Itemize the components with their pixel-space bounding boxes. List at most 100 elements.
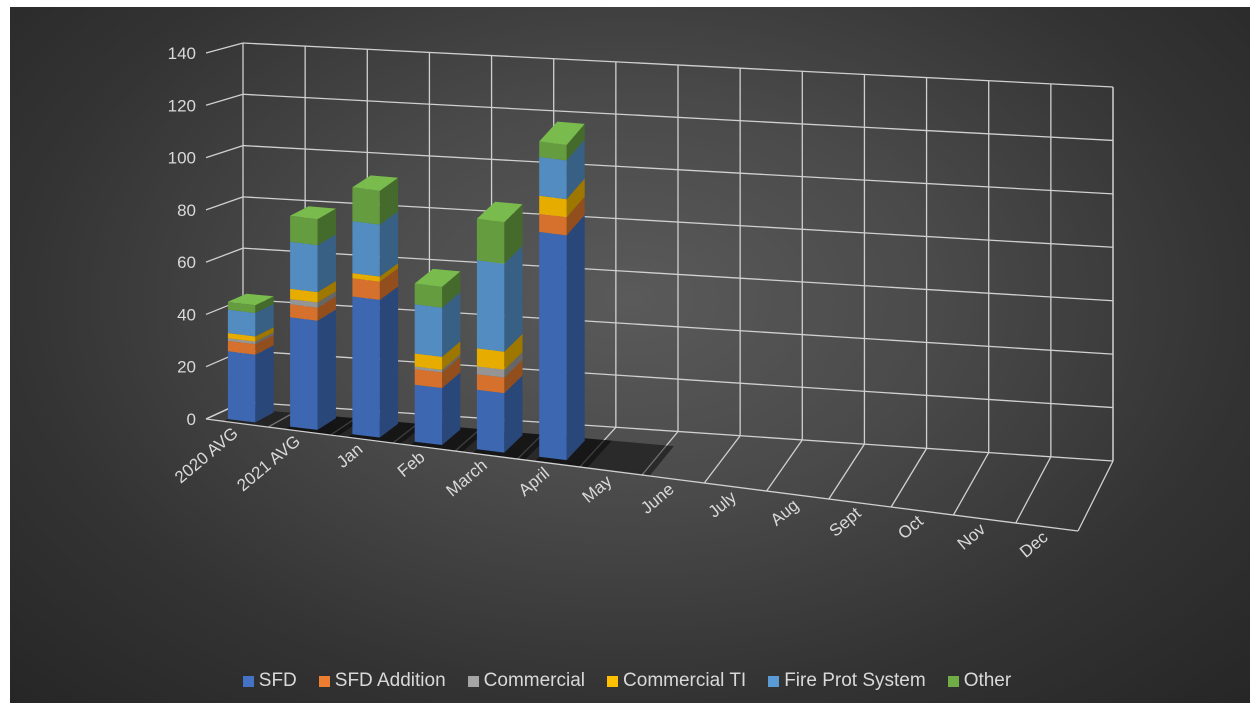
bar-segment bbox=[414, 304, 443, 357]
x-category-label: July bbox=[705, 487, 741, 521]
bar-segment bbox=[227, 340, 256, 355]
x-category-label: Oct bbox=[894, 511, 927, 543]
bar-segment bbox=[352, 187, 380, 225]
bar-top bbox=[539, 121, 585, 145]
gridline-side bbox=[205, 93, 244, 106]
gridline-side bbox=[205, 42, 244, 54]
bar-segment-side bbox=[442, 354, 461, 373]
legend-item: Fire Prot System bbox=[768, 670, 926, 692]
x-category-label: Jan bbox=[333, 440, 366, 472]
bar-segment bbox=[476, 366, 505, 378]
legend-item: Commercial TI bbox=[607, 670, 746, 692]
bar-segment-side bbox=[504, 333, 523, 370]
x-category-label: Dec bbox=[1016, 527, 1052, 561]
bar-segment-side bbox=[255, 335, 274, 355]
y-tick-label: 100 bbox=[168, 149, 196, 168]
x-category-label: Aug bbox=[767, 496, 802, 530]
bar-segment-side bbox=[255, 345, 274, 423]
bar-segment bbox=[476, 374, 505, 394]
floor-gridline bbox=[641, 431, 679, 476]
legend: SFD SFD Addition Commercial Commercial T… bbox=[0, 668, 1254, 694]
y-tick-label: 60 bbox=[177, 253, 196, 272]
y-tick-label: 120 bbox=[168, 96, 196, 115]
bar-segment bbox=[476, 389, 505, 453]
bar-segment-side bbox=[566, 123, 585, 161]
gridline-side bbox=[205, 196, 244, 211]
bar-segment bbox=[539, 213, 567, 236]
gridline-side bbox=[205, 247, 244, 263]
y-tick-label: 20 bbox=[177, 358, 196, 377]
bar-segment-side bbox=[317, 234, 336, 293]
bar-segment-side bbox=[566, 196, 585, 236]
bar-segment bbox=[476, 348, 505, 370]
bar-segment bbox=[290, 304, 318, 321]
bar-segment bbox=[539, 195, 567, 218]
bar-segment-side bbox=[442, 341, 461, 370]
gridline-side bbox=[205, 144, 244, 159]
bar-segment-side bbox=[504, 245, 523, 352]
bar-segment bbox=[414, 384, 443, 445]
bar-segment-side bbox=[255, 304, 274, 337]
bar-segment bbox=[352, 296, 380, 438]
bar-segment-side bbox=[317, 208, 336, 246]
x-category-label: June bbox=[637, 479, 677, 517]
bar-segment bbox=[476, 218, 505, 264]
floor-gridline bbox=[703, 435, 741, 484]
chart-area bbox=[10, 7, 1250, 703]
bar-segment-side bbox=[317, 291, 336, 308]
bar-segment-side bbox=[317, 309, 336, 430]
bar-segment-side bbox=[442, 372, 461, 445]
legend-item: Other bbox=[947, 670, 1012, 692]
bar-segment-side bbox=[504, 204, 523, 264]
bar-segment bbox=[290, 317, 318, 430]
bar-segment bbox=[476, 260, 505, 352]
bar-segment-side bbox=[504, 359, 523, 394]
legend-swatch bbox=[318, 675, 330, 687]
bar-segment bbox=[290, 288, 318, 303]
legend-swatch bbox=[607, 675, 619, 687]
legend-label: Other bbox=[963, 670, 1012, 691]
bar-segment-side bbox=[379, 177, 399, 225]
y-tick-label: 40 bbox=[177, 305, 196, 324]
x-category-label: 2020 AVG bbox=[171, 423, 242, 487]
bar-segment bbox=[352, 273, 380, 282]
bar-segment-side bbox=[566, 139, 585, 200]
floor-gridline bbox=[766, 439, 803, 492]
legend-label: SFD Addition bbox=[334, 670, 446, 691]
bar-segment-side bbox=[255, 327, 274, 342]
legend-swatch bbox=[467, 675, 479, 687]
bar-segment-side bbox=[379, 263, 399, 282]
bar-segment bbox=[539, 231, 567, 461]
bar-segment bbox=[414, 353, 443, 370]
bar-top bbox=[414, 268, 461, 287]
bar-segment-side bbox=[255, 332, 274, 345]
floor-gridline bbox=[1077, 460, 1114, 532]
bar-segment-side bbox=[379, 268, 399, 300]
bar-top bbox=[290, 206, 336, 220]
bar-segment bbox=[352, 221, 380, 277]
bar-segment-side bbox=[379, 211, 399, 277]
bar-segment-side bbox=[504, 375, 523, 453]
bar-segment bbox=[414, 283, 443, 308]
legend-swatch bbox=[947, 675, 959, 687]
bar-top bbox=[476, 201, 523, 223]
legend-item: Commercial bbox=[467, 670, 585, 692]
bar-segment bbox=[414, 366, 443, 373]
bar-segment bbox=[227, 338, 256, 345]
legend-label: Commercial TI bbox=[623, 670, 747, 691]
y-tick-label: 0 bbox=[187, 410, 196, 429]
bar-top bbox=[227, 293, 274, 306]
x-category-label: 2021 AVG bbox=[233, 431, 304, 495]
bar-segment bbox=[290, 241, 318, 293]
legend-label: SFD bbox=[258, 670, 297, 691]
bar-segment-side bbox=[442, 271, 461, 308]
bar-segment bbox=[352, 278, 380, 300]
floor-gridline bbox=[952, 452, 990, 516]
bar-segment-side bbox=[317, 296, 336, 321]
bar-segment bbox=[227, 351, 256, 423]
bars bbox=[224, 121, 674, 476]
bar-segment-side bbox=[566, 178, 585, 218]
x-category-label: Nov bbox=[954, 519, 990, 553]
